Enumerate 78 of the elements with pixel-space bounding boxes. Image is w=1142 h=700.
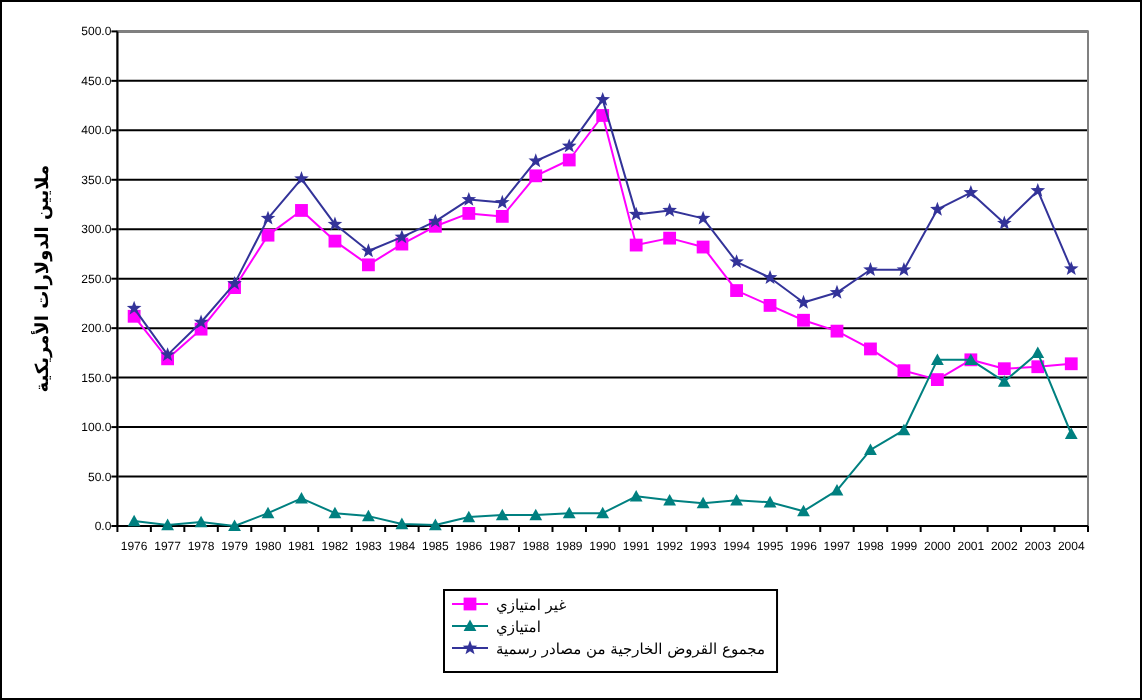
point [763,495,777,508]
y-axis-title: ملايين الدولارات الأمريكية [30,164,54,393]
point [362,258,375,272]
point [930,353,944,365]
point [695,210,711,225]
point [295,204,308,217]
point [696,496,710,509]
point [261,228,275,242]
point [864,342,877,356]
point [897,423,911,436]
point [997,375,1011,387]
point [562,153,576,167]
point [160,347,175,362]
point [394,229,410,244]
point [762,270,778,284]
point [428,518,442,531]
point [261,506,275,519]
point [730,284,743,297]
point [1031,346,1045,359]
point [997,362,1011,376]
point [963,184,979,199]
point [663,493,677,506]
point [997,215,1012,230]
point [127,514,141,527]
point [595,91,610,106]
point [797,313,810,327]
point [529,508,543,521]
point [730,493,743,506]
point [596,506,610,519]
point [1030,182,1046,197]
point [763,299,777,312]
point [562,506,576,519]
point [729,254,744,269]
point [797,504,810,517]
point [663,231,677,245]
point [529,169,543,183]
point [161,518,174,531]
point [494,194,510,209]
point [495,209,509,223]
point [863,262,878,277]
point [629,489,643,502]
point [1064,427,1078,440]
point [294,171,309,185]
point [930,201,945,216]
point [628,206,644,221]
point [1063,261,1079,276]
point [897,364,911,378]
point [327,216,343,231]
point [328,506,342,519]
point [796,294,811,309]
point [896,262,912,277]
point [864,443,877,455]
point [561,138,577,153]
point [930,373,944,386]
point [328,234,342,248]
point [193,314,209,329]
point [428,213,443,228]
point [662,202,677,217]
point [362,509,375,522]
point [295,491,308,504]
point [462,207,476,220]
point [462,510,476,523]
point [495,508,509,521]
point [395,517,409,530]
point [260,210,276,225]
point [1064,357,1078,371]
point [830,483,844,496]
point [361,243,376,258]
point [696,240,710,254]
point [528,153,544,168]
point [629,238,643,252]
point [461,191,477,206]
point [830,324,844,338]
point [194,515,208,528]
point [126,300,142,315]
point [829,284,845,299]
point [228,519,241,532]
point [227,275,242,290]
